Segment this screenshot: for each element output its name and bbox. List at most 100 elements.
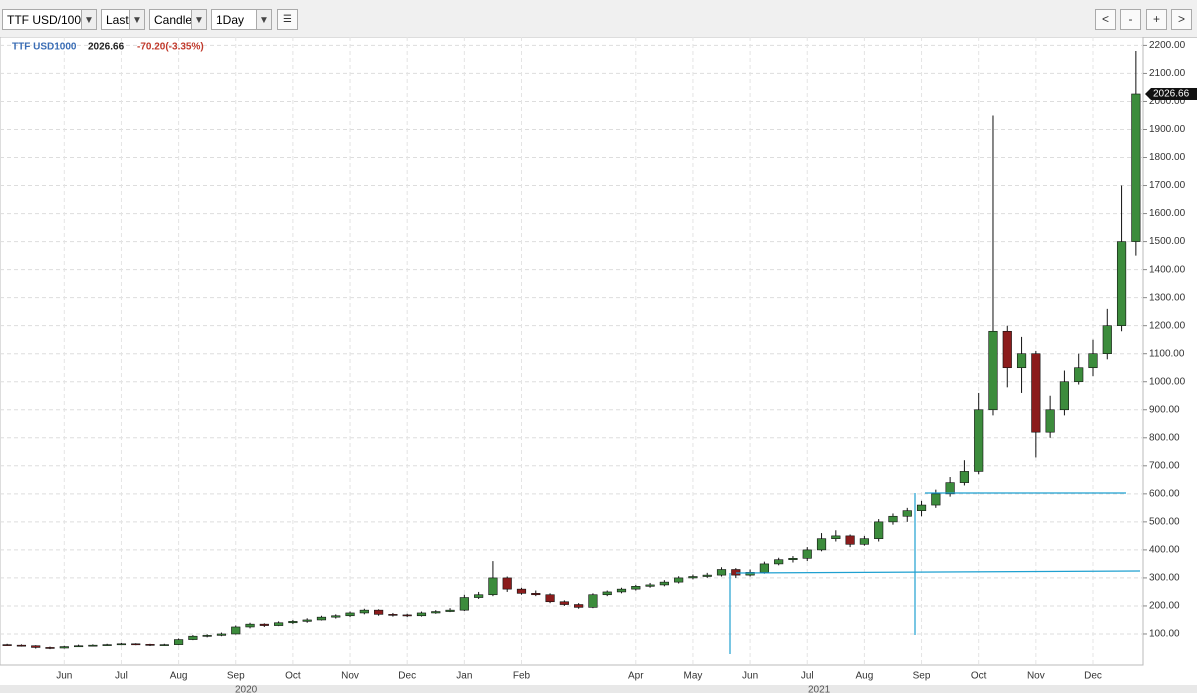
candle-body [931,493,941,506]
toolbar: TTF USD/100 ▼ Last ▼ Candle ▼ 1Day ▼ ☰ < - +… [0,0,1197,38]
candle-body [974,409,984,472]
x-tick-label: Jul [115,671,128,682]
candle-body [1016,353,1027,369]
plot-area [0,37,1144,666]
candle-body [702,574,712,577]
candle-body [916,504,927,511]
field-text: Last [106,13,129,27]
candle-body [902,510,912,517]
x-tick-label: Jan [456,671,472,682]
candle-body [816,538,827,551]
x-tick-label: Feb [513,671,531,682]
x-tick-label: May [683,671,702,682]
candle-body [588,594,598,608]
candle-body [2,644,12,646]
candle-body [59,646,69,649]
candle-body [145,644,155,646]
x-tick-label: Oct [285,671,301,682]
candle-body [645,584,655,587]
y-tick-label: 1500.00 [1149,236,1186,247]
style-select[interactable]: Candle ▼ [149,9,207,30]
candle-body [1002,330,1012,369]
nav-button[interactable]: - [1120,9,1141,30]
nav-button[interactable]: > [1171,9,1192,30]
candle-body [431,611,441,614]
candle-body [1088,353,1098,369]
nav-button[interactable]: < [1095,9,1116,30]
y-tick-label: 200.00 [1149,601,1180,612]
candle-body [259,623,269,626]
candle-body [202,635,212,637]
x-tick-label: Sep [913,671,931,682]
candle-body [1059,381,1070,411]
candle-body [245,623,255,628]
year-strip [0,685,1197,693]
candle-body [616,588,627,593]
candle-body [216,633,227,636]
y-tick-label: 2000.00 [1149,96,1186,107]
candle-body [1131,93,1141,242]
settings-button[interactable]: ☰ [277,9,298,30]
y-tick-label: 600.00 [1149,488,1180,499]
interval-select[interactable]: 1Day ▼ [211,9,272,30]
candle-body [231,626,241,635]
y-tick-label: 1300.00 [1149,292,1186,303]
y-tick-label: 1700.00 [1149,180,1186,191]
candle-body [188,635,198,640]
candle-body [388,614,398,616]
candle-body [116,643,127,646]
candle-body [16,644,27,647]
candle-body [1045,409,1055,433]
candle-body [831,535,841,539]
chart: TTF USD1000 2026.66 -70.20(-3.35%) 2020 … [0,37,1197,693]
candle-body [602,591,612,596]
candle-body [745,572,755,576]
candle-body [302,619,312,622]
year-label: 2020 [235,685,258,693]
drawn-line [735,570,1141,574]
nav-button[interactable]: + [1146,9,1167,30]
interval-text: 1Day [216,13,245,27]
candle-body [274,622,284,626]
candle-body [445,609,455,612]
candle-body [374,609,384,615]
candle-body [1031,353,1041,433]
x-tick-label: Jun [742,671,758,682]
style-text: Candle [154,13,193,27]
candle-body [88,644,98,647]
x-tick-label: Dec [398,671,416,682]
candle-body [474,594,484,598]
y-tick-label: 2100.00 [1149,68,1186,79]
x-tick-label: Dec [1084,671,1102,682]
candle-body [731,569,741,576]
y-tick-label: 500.00 [1149,517,1180,528]
symbol-select[interactable]: TTF USD/100 ▼ [2,9,97,30]
legend-last: 2026.66 [88,42,125,53]
x-tick-label: Jun [56,671,72,682]
candle-body [31,645,41,648]
field-select[interactable]: Last ▼ [101,9,145,30]
candle-body [802,549,812,559]
y-tick-label: 100.00 [1149,629,1180,640]
legend-change: -70.20(-3.35%) [137,42,204,53]
candle-body [288,621,298,624]
x-tick-label: Oct [971,671,987,682]
candle-body [131,643,141,646]
candle-body [574,604,584,608]
candle-body [159,644,169,646]
y-tick-label: 1100.00 [1149,348,1185,359]
candle-body [1116,241,1127,326]
candle-body [502,577,512,590]
y-tick-label: 1000.00 [1149,376,1186,387]
x-tick-label: Nov [341,671,359,682]
legend-symbol: TTF USD1000 [12,42,77,53]
x-tick-label: Sep [227,671,245,682]
candle-body [988,330,998,411]
candle-body [888,515,898,523]
candle-body [859,538,869,545]
candle-body [316,616,327,621]
candle-body [516,588,527,594]
drawings [729,492,1141,654]
x-tick-label: Aug [170,671,188,682]
